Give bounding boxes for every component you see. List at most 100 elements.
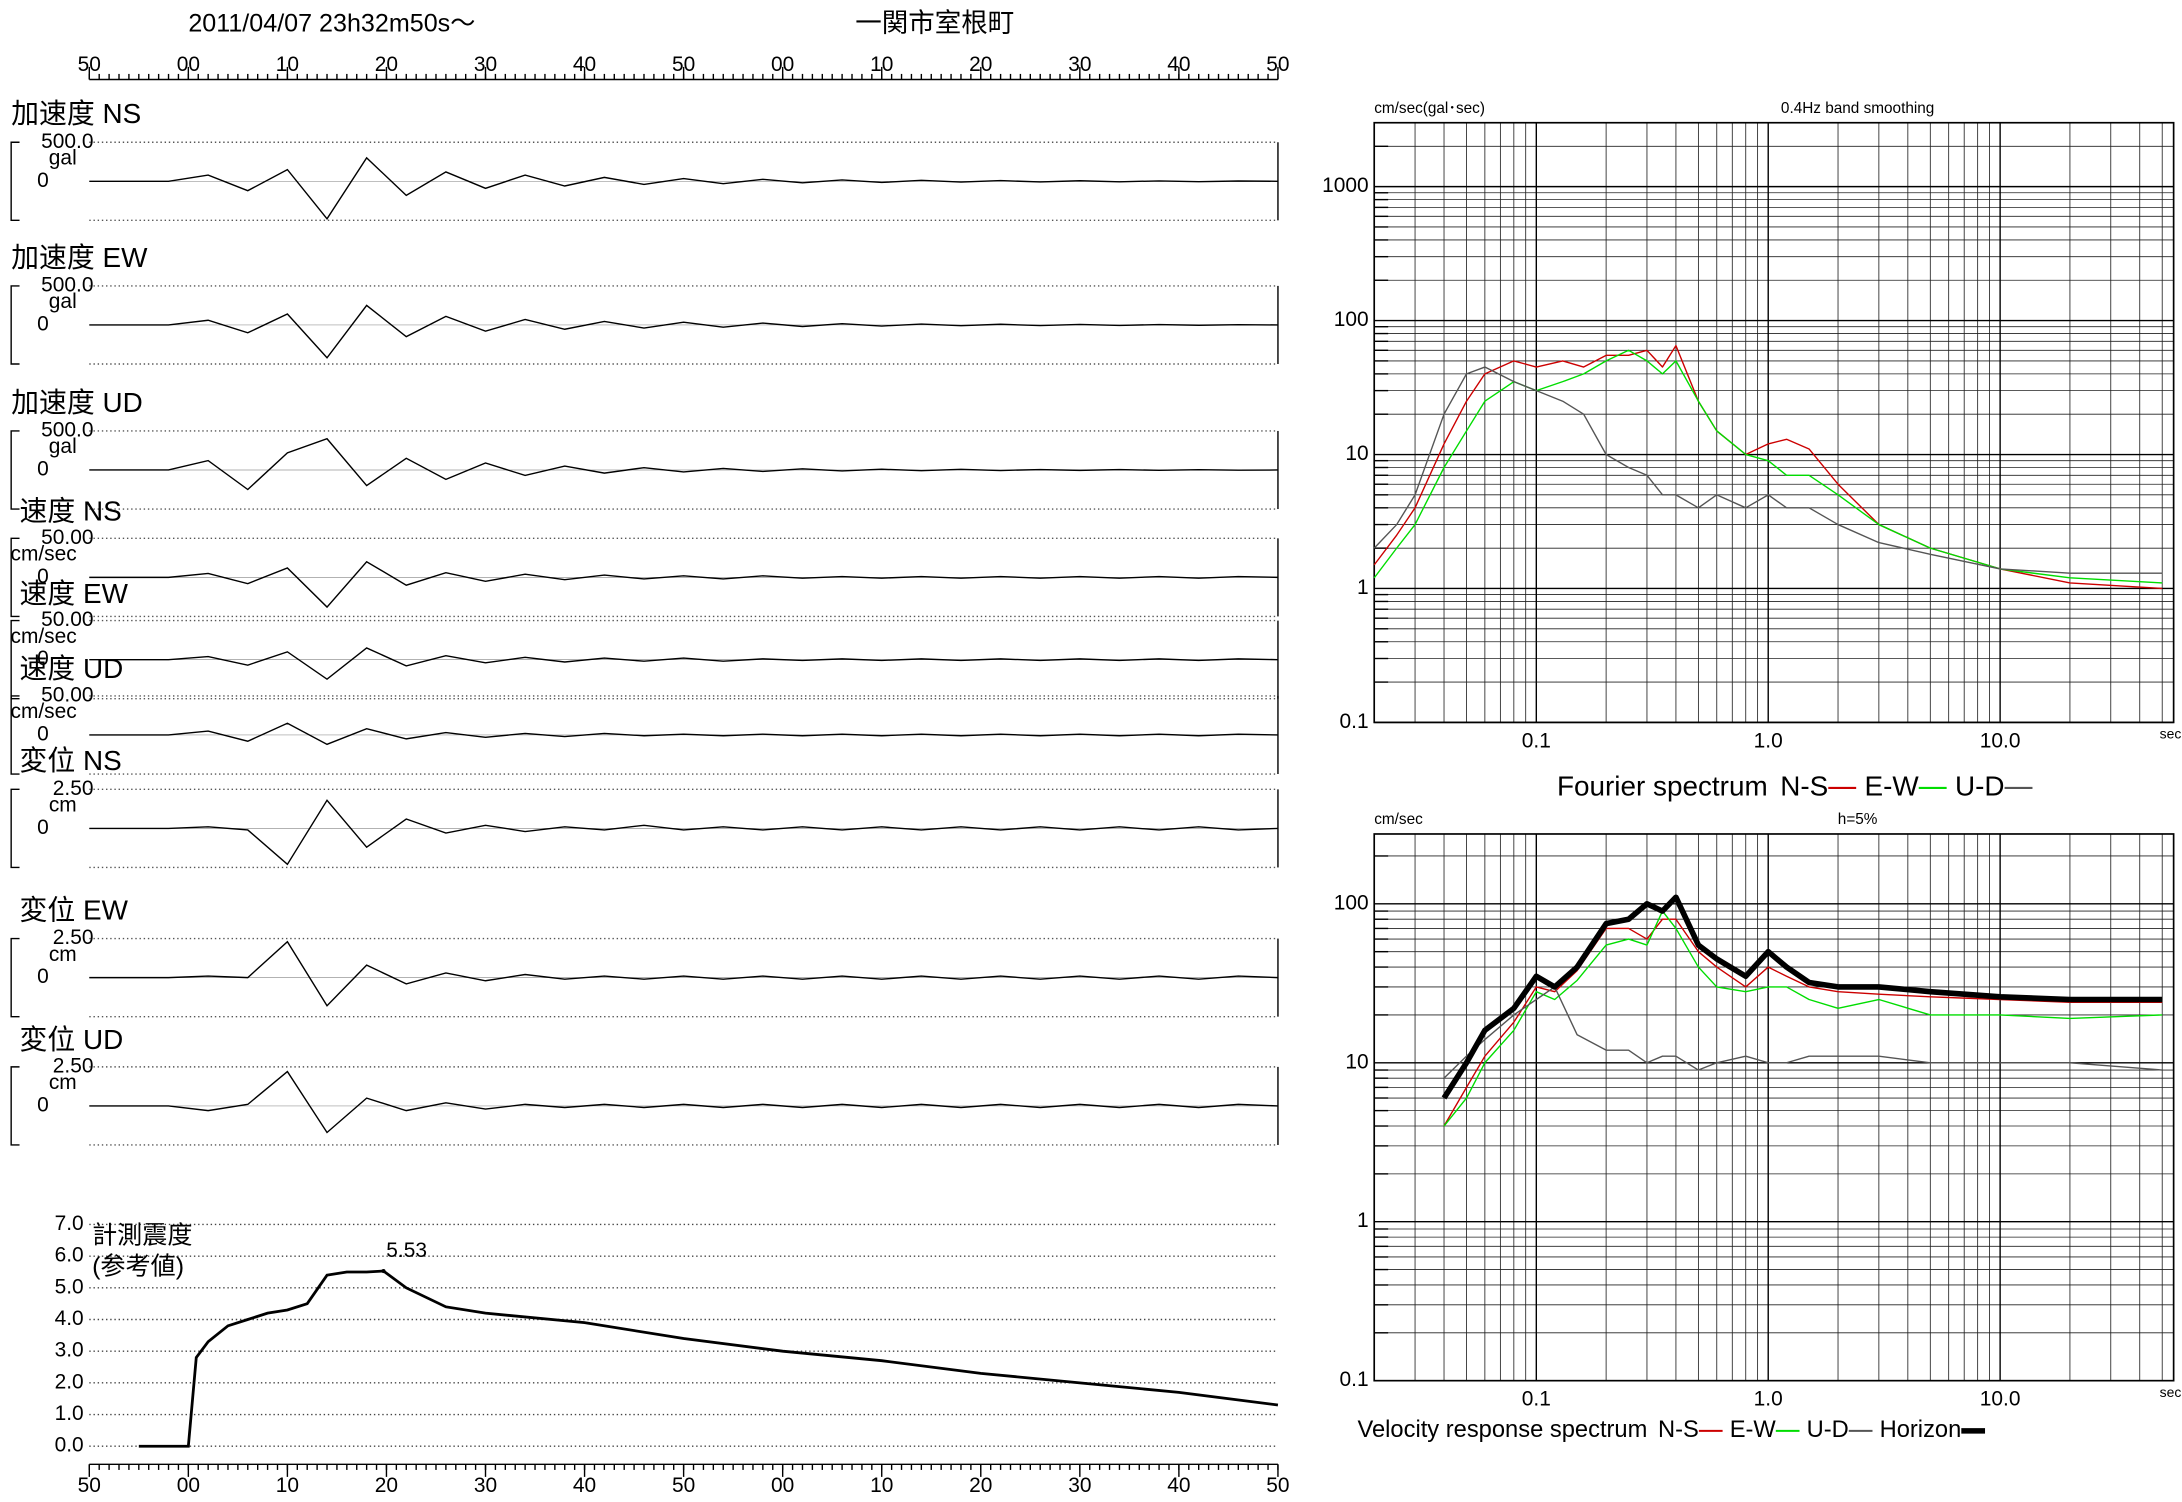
x-tick-label: 20 [375,1474,398,1497]
x-tick-label: 30 [474,53,497,76]
y-tick-label: 1 [1357,576,1369,599]
y-tick-label: 50.00 [41,608,93,631]
unit-label: cm [49,943,77,966]
y-tick-label: 0 [37,565,49,588]
y-tick-label: 0 [37,965,49,988]
trace-bracket [10,937,20,1018]
y-tick-label: 5.0 [55,1275,84,1298]
x-tick-label: 00 [177,1474,200,1497]
y-tick-label: 100 [1334,308,1369,331]
x-axis-label: sec [2160,1384,2182,1400]
trace-label: 速度 NS [20,496,122,527]
y-tick-label: 10 [1345,1050,1368,1073]
y-tick-label: 1000 [1322,174,1369,197]
x-tick-label: 50 [672,53,695,76]
y-axis-label: cm/sec [1374,811,1423,828]
legend-label: U-D [1955,770,2005,801]
legend-label: E-W [1730,1417,1777,1443]
chart-title: 一関市室根町 [855,8,1014,38]
y-tick-label: 500.0 [41,130,93,153]
y-axis-label: cm/sec(gal･sec) [1374,100,1485,117]
trace-label: 加速度 UD [11,387,143,418]
x-tick-label: 00 [177,53,200,76]
trace-bracket [10,619,20,700]
x-tick-label: 10 [870,1474,893,1497]
trace-bracket [10,788,20,869]
y-tick-label: 500.0 [41,418,93,441]
waveform-trace [89,560,1278,609]
waveform-trace [89,799,1278,866]
x-tick-label: 10 [870,53,893,76]
y-tick-label: 0 [37,816,49,839]
unit-label: gal [49,435,77,458]
peak-label: 5.53 [386,1239,427,1262]
y-tick-label: 6.0 [55,1244,84,1267]
spectrum-line [1373,366,2163,574]
legend-caption: Velocity response spectrum [1357,1417,1647,1443]
legend-label: N-S [1780,770,1828,801]
spectrum-line [1441,894,2163,1100]
x-tick-label: 40 [1167,53,1190,76]
y-tick-label: 0 [37,1093,49,1116]
waveform-trace [89,304,1278,359]
waveform-trace [89,647,1278,681]
spectrum-line [1373,349,2163,584]
trace-bracket [10,430,20,510]
trace-label: 変位 UD [20,1024,124,1055]
legend-caption: Fourier spectrum [1557,770,1768,801]
chart-subtitle: 2011/04/07 23h32m50s〜 [188,10,475,38]
y-tick-label: 500.0 [41,273,93,296]
y-tick-label: 0 [37,647,49,670]
y-tick-label: 10 [1345,442,1368,465]
x-tick-label: 10 [276,53,299,76]
x-tick-label: 00 [771,1474,794,1497]
trace-bracket [10,537,20,618]
y-tick-label: 50.00 [41,526,93,549]
y-tick-label: 2.50 [53,1054,94,1077]
unit-label: cm [49,794,77,817]
intensity-line [138,1269,1279,1448]
trace-label: 加速度 EW [11,242,148,273]
y-tick-label: 0.0 [55,1434,84,1457]
x-tick-label: 0.1 [1522,1388,1551,1411]
legend-label: N-S [1658,1417,1699,1443]
plot-frame [1373,121,2175,724]
y-tick-label: 0 [37,722,49,745]
legend-label: E-W [1865,770,1920,801]
peak-marker [381,1268,386,1274]
unit-label: cm/sec [11,543,77,566]
x-tick-label: 20 [969,53,992,76]
y-tick-label: 0.1 [1340,1368,1369,1391]
unit-label: cm [49,1071,77,1094]
unit-label: cm/sec [11,700,77,723]
chart-subtitle: 0.4Hz band smoothing [1781,100,1934,117]
x-tick-label: 30 [1068,1474,1091,1497]
y-tick-label: 0 [37,312,49,335]
y-tick-label: 4.0 [55,1307,84,1330]
y-tick-label: 0 [37,169,49,192]
y-tick-label: 1 [1357,1209,1369,1232]
x-tick-label: 0.1 [1522,729,1551,752]
x-tick-label: 10 [276,1474,299,1497]
waveform-trace [89,156,1278,220]
spectrum-line [1443,910,2163,1127]
unit-label: cm/sec [11,625,77,648]
y-tick-label: 2.50 [53,926,94,949]
waveform-trace [89,722,1278,746]
spectrum-line [1443,986,2163,1079]
x-tick-label: 50 [78,53,101,76]
y-tick-label: 1.0 [55,1402,84,1425]
trace-label: 加速度 NS [11,98,141,129]
trace-label: 変位 NS [20,745,122,776]
y-tick-label: 0.1 [1340,710,1369,733]
y-tick-label: 2.50 [53,777,94,800]
x-tick-label: 50 [672,1474,695,1497]
trace-label: 変位 EW [20,894,129,925]
legend-label: Horizon [1880,1417,1962,1443]
y-tick-label: 3.0 [55,1339,84,1362]
x-tick-label: 50 [78,1474,101,1497]
x-tick-label: 10.0 [1980,1388,2021,1411]
x-tick-label: 20 [375,53,398,76]
